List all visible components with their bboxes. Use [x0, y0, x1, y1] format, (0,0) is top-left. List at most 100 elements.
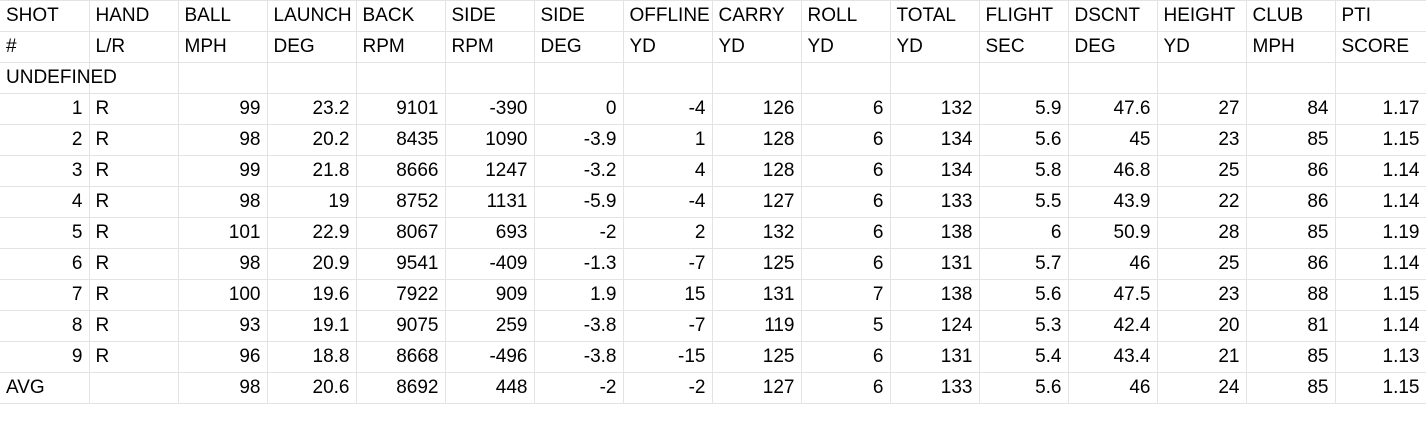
cell[interactable]: 1: [0, 93, 90, 125]
cell[interactable]: 6: [801, 248, 891, 280]
cell[interactable]: 22.9: [267, 217, 357, 249]
cell[interactable]: 1.14: [1335, 186, 1426, 218]
cell[interactable]: 6: [801, 341, 891, 373]
cell[interactable]: YD: [801, 31, 891, 63]
cell[interactable]: 5.4: [979, 341, 1069, 373]
cell[interactable]: 25: [1157, 155, 1247, 187]
cell[interactable]: DEG: [267, 31, 357, 63]
cell[interactable]: 15: [623, 279, 713, 311]
cell[interactable]: 96: [178, 341, 268, 373]
cell[interactable]: 5.8: [979, 155, 1069, 187]
cell[interactable]: PTI: [1335, 0, 1426, 32]
cell[interactable]: 909: [445, 279, 535, 311]
cell[interactable]: 20.6: [267, 372, 357, 404]
cell[interactable]: 133: [890, 372, 980, 404]
cell[interactable]: SIDE: [445, 0, 535, 32]
cell[interactable]: 8435: [356, 124, 446, 156]
cell[interactable]: YD: [712, 31, 802, 63]
cell[interactable]: -2: [534, 217, 624, 249]
cell[interactable]: CARRY: [712, 0, 802, 32]
cell[interactable]: R: [89, 341, 179, 373]
cell[interactable]: DSCNT: [1068, 0, 1158, 32]
cell[interactable]: 131: [712, 279, 802, 311]
cell[interactable]: 1.14: [1335, 155, 1426, 187]
cell[interactable]: SIDE: [534, 0, 624, 32]
cell[interactable]: 21: [1157, 341, 1247, 373]
cell[interactable]: 81: [1246, 310, 1336, 342]
cell[interactable]: 448: [445, 372, 535, 404]
cell[interactable]: 5.9: [979, 93, 1069, 125]
cell[interactable]: 46.8: [1068, 155, 1158, 187]
cell[interactable]: 85: [1246, 124, 1336, 156]
cell[interactable]: -1.3: [534, 248, 624, 280]
cell[interactable]: YD: [890, 31, 980, 63]
cell[interactable]: 21.8: [267, 155, 357, 187]
cell[interactable]: -7: [623, 248, 713, 280]
cell[interactable]: 693: [445, 217, 535, 249]
cell[interactable]: 23: [1157, 124, 1247, 156]
cell[interactable]: 1247: [445, 155, 535, 187]
cell[interactable]: 8: [0, 310, 90, 342]
cell[interactable]: -5.9: [534, 186, 624, 218]
cell[interactable]: 1.15: [1335, 124, 1426, 156]
cell[interactable]: -7: [623, 310, 713, 342]
cell[interactable]: 127: [712, 372, 802, 404]
cell[interactable]: ROLL: [801, 0, 891, 32]
cell[interactable]: 20.9: [267, 248, 357, 280]
cell[interactable]: 132: [712, 217, 802, 249]
cell[interactable]: #: [0, 31, 90, 63]
cell[interactable]: 98: [178, 124, 268, 156]
cell[interactable]: 85: [1246, 217, 1336, 249]
cell[interactable]: 1090: [445, 124, 535, 156]
cell[interactable]: [623, 62, 713, 94]
cell[interactable]: R: [89, 279, 179, 311]
cell[interactable]: [801, 62, 891, 94]
cell[interactable]: BALL: [178, 0, 268, 32]
cell[interactable]: 8668: [356, 341, 446, 373]
cell[interactable]: 134: [890, 155, 980, 187]
cell[interactable]: 2: [623, 217, 713, 249]
cell[interactable]: 128: [712, 155, 802, 187]
cell[interactable]: 1.14: [1335, 310, 1426, 342]
cell[interactable]: HAND: [89, 0, 179, 32]
cell[interactable]: AVG: [0, 372, 90, 404]
cell[interactable]: 0: [534, 93, 624, 125]
cell[interactable]: 128: [712, 124, 802, 156]
cell[interactable]: -3.9: [534, 124, 624, 156]
cell[interactable]: 1.15: [1335, 279, 1426, 311]
cell[interactable]: 45: [1068, 124, 1158, 156]
cell[interactable]: R: [89, 186, 179, 218]
cell[interactable]: 47.6: [1068, 93, 1158, 125]
cell[interactable]: 93: [178, 310, 268, 342]
cell[interactable]: [534, 62, 624, 94]
cell[interactable]: SHOT: [0, 0, 90, 32]
cell[interactable]: 8752: [356, 186, 446, 218]
cell[interactable]: 19: [267, 186, 357, 218]
cell[interactable]: 1.13: [1335, 341, 1426, 373]
cell[interactable]: 23.2: [267, 93, 357, 125]
cell[interactable]: 20: [1157, 310, 1247, 342]
cell[interactable]: -3.8: [534, 310, 624, 342]
cell[interactable]: 20.2: [267, 124, 357, 156]
cell[interactable]: 6: [801, 93, 891, 125]
cell[interactable]: [1246, 62, 1336, 94]
cell[interactable]: 1.17: [1335, 93, 1426, 125]
cell[interactable]: 99: [178, 155, 268, 187]
cell[interactable]: -3.2: [534, 155, 624, 187]
cell[interactable]: R: [89, 155, 179, 187]
cell[interactable]: 6: [979, 217, 1069, 249]
cell[interactable]: -496: [445, 341, 535, 373]
cell[interactable]: 86: [1246, 248, 1336, 280]
cell[interactable]: 8692: [356, 372, 446, 404]
cell[interactable]: 133: [890, 186, 980, 218]
cell[interactable]: 138: [890, 279, 980, 311]
cell[interactable]: 22: [1157, 186, 1247, 218]
cell[interactable]: 4: [623, 155, 713, 187]
cell[interactable]: 5.6: [979, 279, 1069, 311]
cell[interactable]: 3: [0, 155, 90, 187]
cell[interactable]: DEG: [1068, 31, 1158, 63]
cell[interactable]: 138: [890, 217, 980, 249]
cell[interactable]: SCORE: [1335, 31, 1426, 63]
cell[interactable]: 5: [0, 217, 90, 249]
cell[interactable]: [89, 372, 179, 404]
